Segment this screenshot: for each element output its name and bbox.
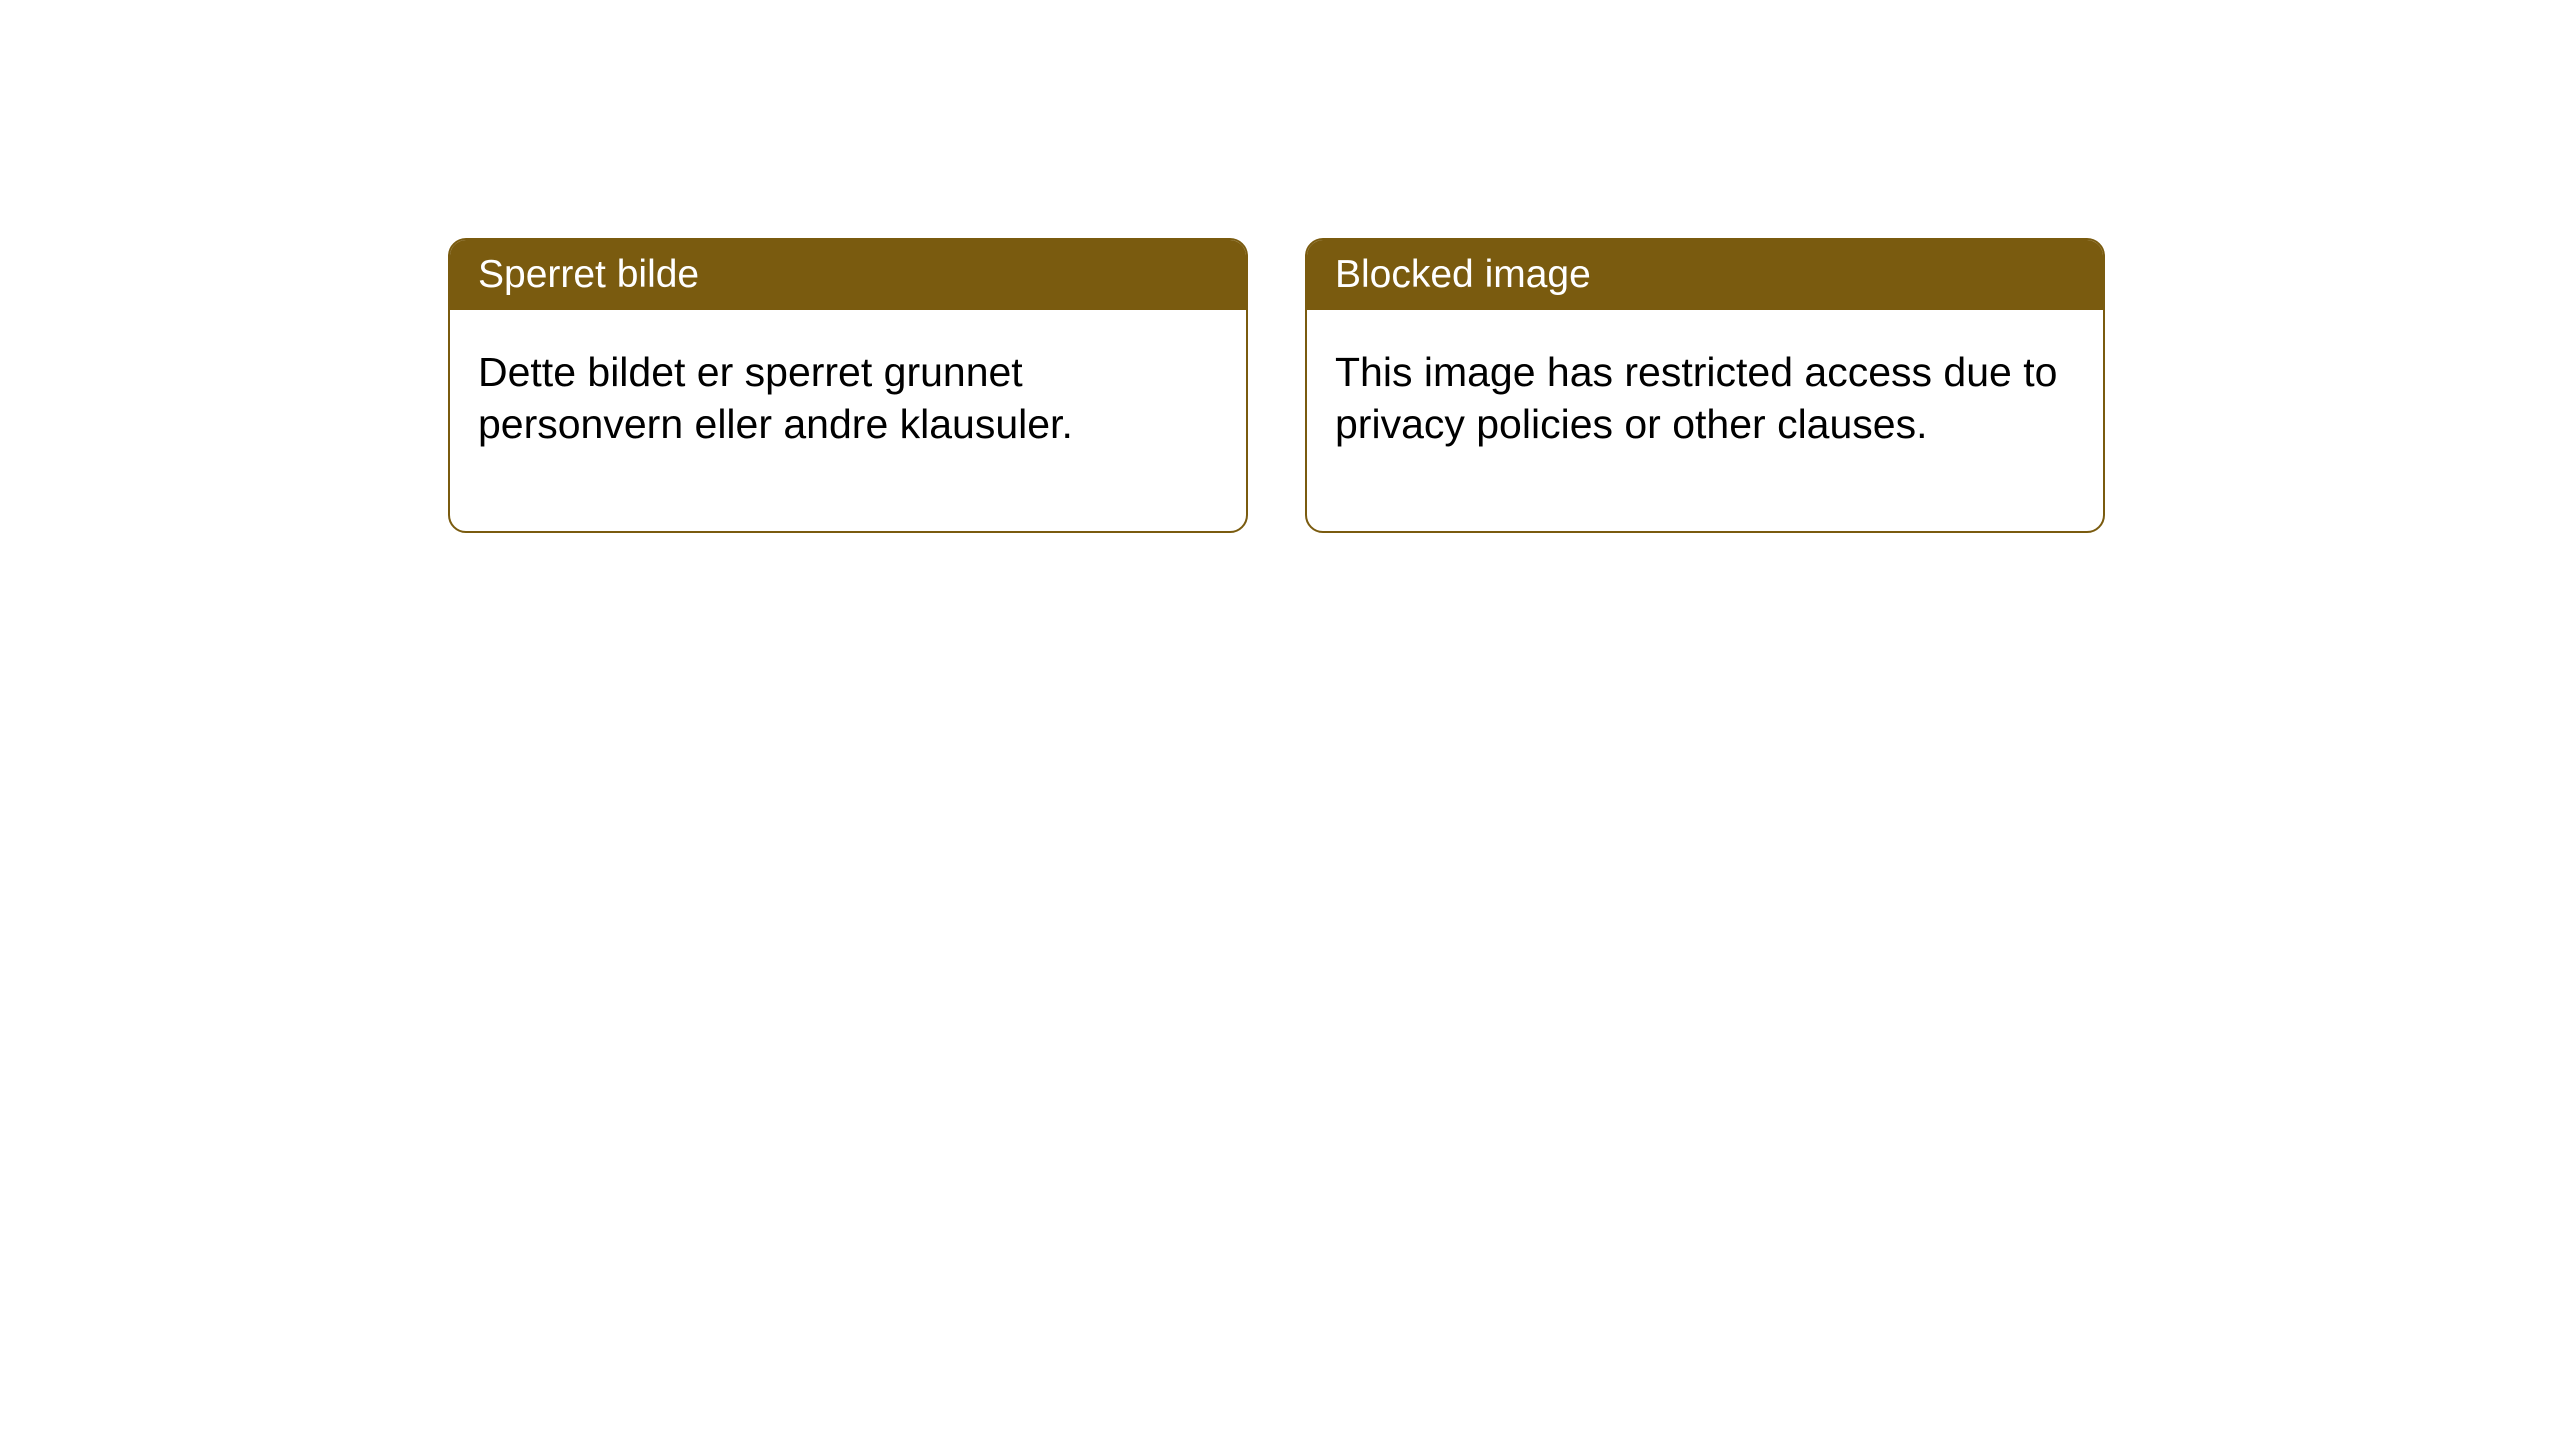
notice-card-english: Blocked image This image has restricted … <box>1305 238 2105 533</box>
notice-body-english: This image has restricted access due to … <box>1307 310 2103 531</box>
notice-container: Sperret bilde Dette bildet er sperret gr… <box>448 238 2105 533</box>
notice-title-english: Blocked image <box>1307 240 2103 310</box>
notice-card-norwegian: Sperret bilde Dette bildet er sperret gr… <box>448 238 1248 533</box>
notice-title-norwegian: Sperret bilde <box>450 240 1246 310</box>
notice-body-norwegian: Dette bildet er sperret grunnet personve… <box>450 310 1246 531</box>
